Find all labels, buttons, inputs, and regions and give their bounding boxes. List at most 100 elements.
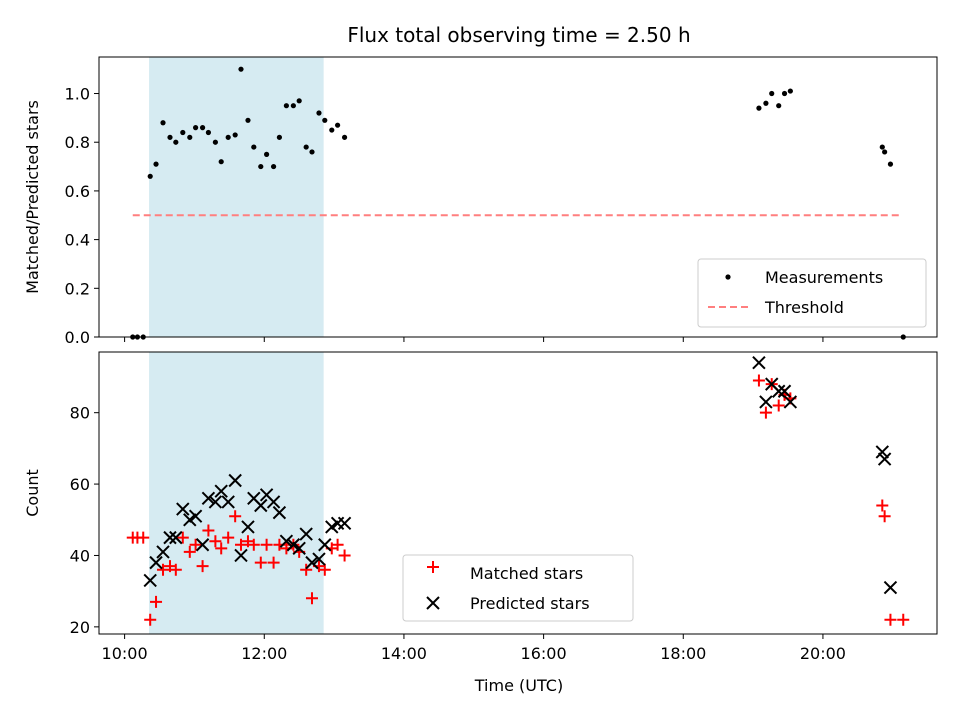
measurement-point xyxy=(882,149,888,155)
predicted-star-point xyxy=(279,534,294,548)
y-tick-label: 60 xyxy=(70,475,90,494)
measurement-point xyxy=(180,129,186,136)
predicted-star-point xyxy=(875,445,890,459)
measurement-point xyxy=(769,90,775,97)
measurement-point xyxy=(173,139,179,145)
matched-stars-series xyxy=(126,374,910,626)
measurement-point xyxy=(296,98,302,104)
measurement-point xyxy=(787,88,793,94)
matched-star-point xyxy=(247,538,260,551)
matched-star-point xyxy=(884,613,897,626)
predicted-star-point xyxy=(195,538,210,552)
y-tick-label: 40 xyxy=(70,546,90,565)
matched-star-point xyxy=(176,531,189,544)
predicted-star-point xyxy=(241,520,255,534)
predicted-star-point xyxy=(337,516,352,531)
measurement-point xyxy=(776,103,782,109)
x-axis-bottom: 10:00 12:00 14:00 16:00 18:00 20:00 xyxy=(102,634,846,663)
measurement-point xyxy=(147,173,153,179)
matched-star-point xyxy=(137,531,150,544)
measurement-point xyxy=(187,134,193,140)
matched-star-point xyxy=(144,613,157,626)
predicted-star-point xyxy=(772,384,786,398)
measurement-point xyxy=(167,134,173,140)
measurement-point xyxy=(232,132,238,138)
matched-star-point xyxy=(318,563,331,576)
predicted-star-point xyxy=(783,395,798,409)
y-axis-top: 0.0 0.2 0.4 0.6 0.8 1.0 xyxy=(65,85,99,347)
predicted-star-point xyxy=(221,495,235,509)
measurement-point xyxy=(270,163,277,170)
measurement-point xyxy=(329,127,335,133)
measurement-point xyxy=(879,144,885,150)
measurement-point xyxy=(334,122,341,128)
predicted-star-point xyxy=(877,452,892,466)
y-axis-bottom: 20 40 60 80 xyxy=(70,404,99,637)
measurement-point xyxy=(199,125,206,131)
predicted-star-point xyxy=(777,384,792,398)
legend-label-predicted: Predicted stars xyxy=(470,594,590,613)
matched-star-point xyxy=(267,556,280,569)
predicted-star-point xyxy=(143,573,157,588)
matched-star-point xyxy=(234,538,247,551)
predicted-star-point xyxy=(305,555,319,570)
measurement-point xyxy=(290,103,296,109)
predicted-star-point xyxy=(312,552,326,566)
legend-marker-matched xyxy=(427,561,439,573)
matched-star-point xyxy=(196,560,209,573)
measurements-series xyxy=(130,66,906,340)
matched-star-point xyxy=(759,406,772,419)
predicted-star-point xyxy=(299,527,313,541)
predicted-star-point xyxy=(214,484,228,498)
measurement-point xyxy=(245,117,251,123)
y-tick-label: 20 xyxy=(70,618,90,637)
matched-star-point xyxy=(331,538,344,551)
measurement-point xyxy=(212,139,218,145)
matched-star-point xyxy=(254,556,267,569)
measurement-point xyxy=(303,144,309,150)
measurement-point xyxy=(251,144,257,150)
x-tick-label: 18:00 xyxy=(660,644,706,663)
matched-star-point xyxy=(338,549,351,562)
x-tick-label: 14:00 xyxy=(381,644,427,663)
y-tick-label: 0.0 xyxy=(65,328,90,347)
matched-star-point xyxy=(305,592,318,605)
legend-box-top xyxy=(697,258,927,328)
measurement-point xyxy=(887,161,894,167)
legend-label-threshold: Threshold xyxy=(764,298,844,317)
predicted-star-point xyxy=(176,502,190,516)
measurement-point xyxy=(341,134,348,140)
x-tick-label: 10:00 xyxy=(102,644,148,663)
matched-star-point xyxy=(260,538,273,551)
matched-star-point xyxy=(222,531,235,544)
measurement-point xyxy=(238,66,244,72)
measurement-point xyxy=(322,117,328,123)
x-axis-top xyxy=(124,337,824,342)
measurement-point xyxy=(763,100,769,106)
matched-star-point xyxy=(189,538,202,551)
predicted-star-point xyxy=(759,395,773,409)
matched-star-point xyxy=(897,613,910,626)
matched-star-point xyxy=(752,374,765,387)
predicted-star-point xyxy=(188,509,203,523)
x-tick-label: 12:00 xyxy=(241,644,287,663)
matched-star-point xyxy=(229,510,242,523)
predicted-star-point xyxy=(292,541,306,556)
predicted-stars-series xyxy=(143,356,898,595)
measurement-point xyxy=(756,105,762,111)
matched-star-point xyxy=(209,535,222,548)
y-tick-label: 80 xyxy=(70,404,90,423)
measurement-point xyxy=(193,125,199,131)
matched-star-point xyxy=(169,563,182,576)
predicted-star-point xyxy=(156,545,170,559)
y-tick-label: 0.6 xyxy=(65,182,90,201)
predicted-star-point xyxy=(169,530,183,545)
y-tick-label: 0.8 xyxy=(65,133,90,152)
axes-frame-bottom xyxy=(98,351,938,635)
predicted-star-point xyxy=(149,555,163,570)
legend-marker-predicted xyxy=(426,596,440,610)
x-tick-label: 16:00 xyxy=(521,644,567,663)
measurement-point xyxy=(264,151,270,157)
